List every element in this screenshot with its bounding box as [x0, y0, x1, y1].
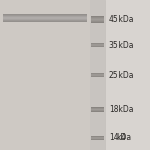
- Text: 18: 18: [109, 105, 118, 114]
- Text: 25: 25: [109, 70, 118, 80]
- Bar: [91, 19, 104, 20]
- Text: kDa: kDa: [116, 70, 134, 80]
- Bar: [3, 20, 87, 21]
- Bar: [91, 22, 104, 23]
- Bar: [91, 107, 104, 108]
- Bar: [91, 16, 104, 17]
- Bar: [3, 21, 87, 22]
- Bar: [0, 0, 90, 150]
- Bar: [91, 109, 104, 110]
- Bar: [91, 108, 104, 109]
- Bar: [3, 18, 87, 19]
- Bar: [91, 73, 104, 74]
- Bar: [91, 111, 104, 112]
- Bar: [91, 74, 104, 75]
- Bar: [91, 20, 104, 21]
- Bar: [3, 15, 87, 16]
- Bar: [90, 0, 105, 150]
- Bar: [91, 75, 104, 76]
- Text: kDa: kDa: [116, 15, 134, 24]
- Bar: [91, 110, 104, 111]
- Text: kDa: kDa: [116, 105, 134, 114]
- Bar: [91, 45, 104, 46]
- Bar: [3, 17, 87, 18]
- Text: kDa: kDa: [116, 134, 131, 142]
- Bar: [91, 17, 104, 18]
- Bar: [91, 44, 104, 45]
- Bar: [3, 19, 87, 20]
- Bar: [91, 21, 104, 22]
- Bar: [91, 46, 104, 47]
- Bar: [91, 18, 104, 19]
- Text: 45: 45: [109, 15, 119, 24]
- Text: 35: 35: [109, 40, 119, 50]
- Bar: [91, 76, 104, 77]
- Text: 14.4: 14.4: [109, 134, 126, 142]
- Bar: [3, 14, 87, 15]
- Text: kDa: kDa: [116, 40, 134, 50]
- Bar: [105, 0, 150, 150]
- Bar: [3, 16, 87, 17]
